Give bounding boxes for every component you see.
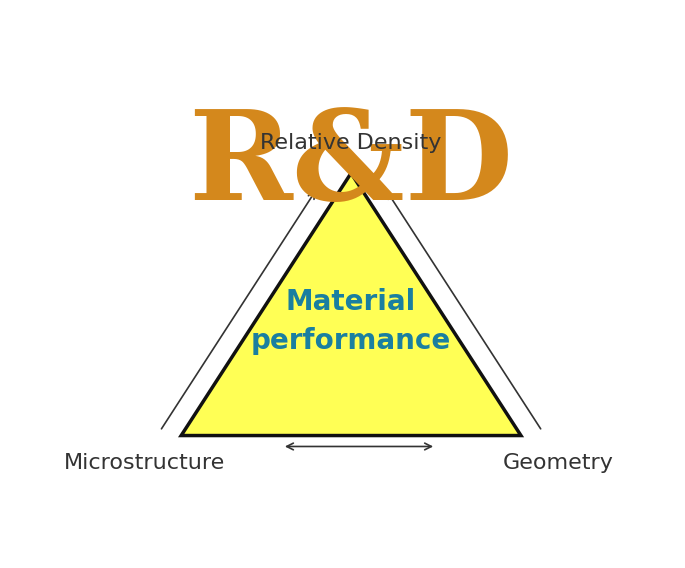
- Text: Material
performance: Material performance: [251, 289, 451, 356]
- Polygon shape: [181, 173, 521, 436]
- Text: R&D: R&D: [188, 105, 514, 226]
- Text: Microstructure: Microstructure: [64, 453, 225, 473]
- Text: Relative Density: Relative Density: [260, 133, 442, 153]
- Text: Geometry: Geometry: [503, 453, 614, 473]
